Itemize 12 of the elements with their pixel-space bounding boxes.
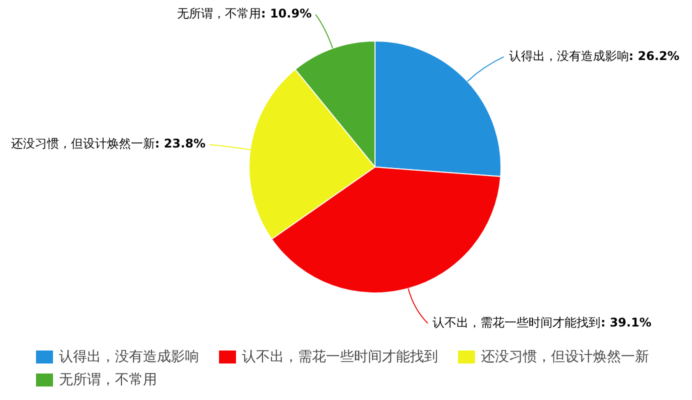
data-label: : 39.1%	[600, 316, 652, 330]
legend-label: 无所谓，不常用	[59, 372, 157, 388]
legend-label: 还没习惯，但设计焕然一新	[481, 348, 649, 365]
slice-label: 还没习惯，但设计焕然一新	[10, 136, 155, 151]
slice-label: 无所谓，不常用	[176, 6, 261, 21]
data-label: : 10.9%	[260, 6, 312, 21]
slice-label: 认不出，需花一些时间才能找到	[432, 316, 601, 330]
legend-label: 认不出，需花一些时间才能找到	[242, 348, 438, 365]
data-label: : 26.2%	[628, 49, 680, 64]
legend-label: 认得出，没有造成影响	[59, 348, 199, 365]
data-label: : 23.8%	[154, 136, 206, 151]
slice-label: 认得出，没有造成影响	[508, 49, 629, 64]
